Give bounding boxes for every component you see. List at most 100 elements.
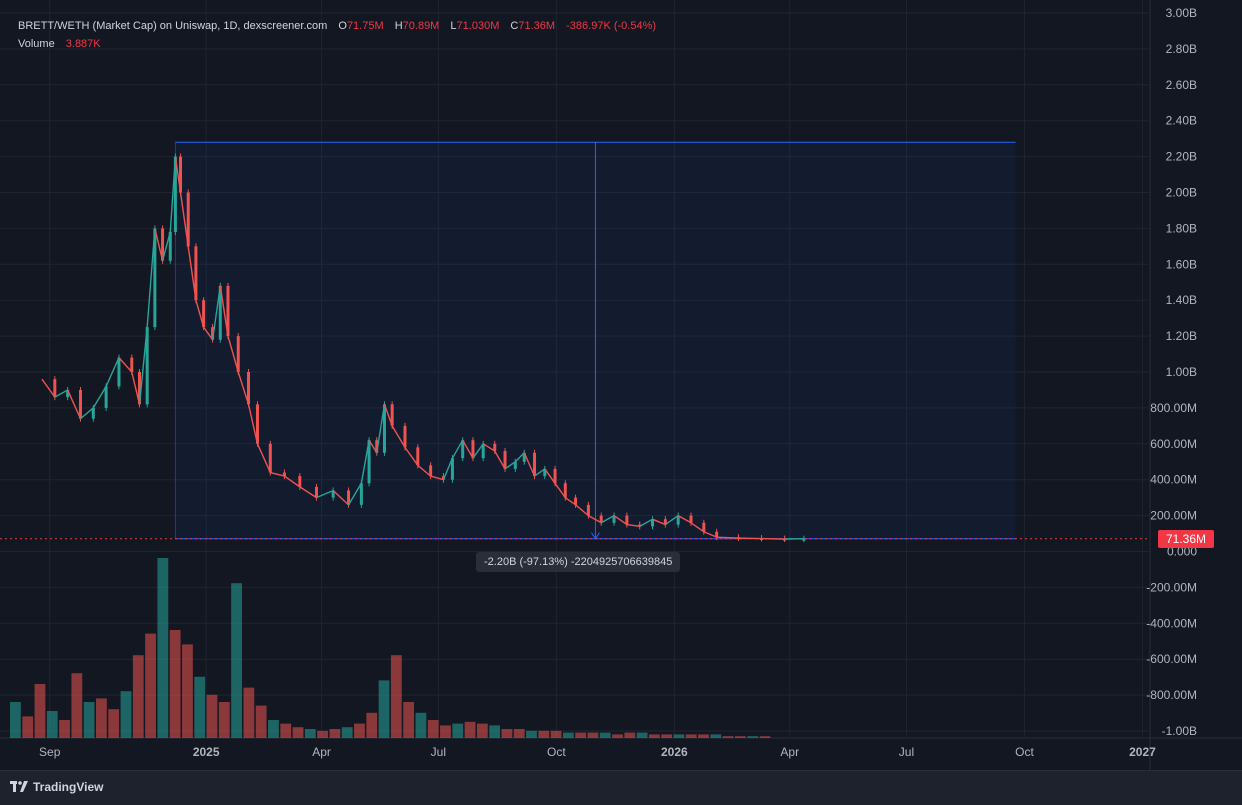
candle-body [92,408,95,419]
chart-area[interactable]: 3.00B2.80B2.60B2.40B2.20B2.00B1.80B1.60B… [0,0,1242,770]
candle-body [256,404,259,443]
candle-body [514,462,517,469]
low-value: 71.030M [457,20,500,32]
candle-body [187,193,190,247]
x-tick-label: Apr [312,745,331,759]
candle-body [403,426,406,448]
tradingview-logo[interactable]: TradingView [10,780,103,794]
candle-body [360,483,363,505]
volume-bar [317,731,328,738]
y-tick-label: 1.20B [1166,329,1197,343]
y-tick-label: 1.40B [1166,293,1197,307]
candle-body [482,444,485,458]
volume-bar [452,724,463,738]
y-tick-label: 3.00B [1166,6,1197,20]
y-tick-label: 1.80B [1166,221,1197,235]
y-tick-label: 600.00M [1150,437,1197,451]
candle-body [702,523,705,532]
candle-body [226,286,229,336]
volume-bar [354,724,365,738]
volume-bar [293,727,304,738]
volume-bar [108,709,119,738]
volume-bar [403,702,414,738]
volume-bar [391,655,402,738]
x-tick-label: 2025 [193,745,220,759]
candle-body [315,487,318,498]
candle-body [429,465,432,476]
candle-body [554,469,557,483]
candle-body [237,336,240,372]
open-value: 71.75M [347,20,384,32]
candle-body [564,483,567,497]
y-tick-label: 200.00M [1150,509,1197,523]
volume-bar [723,736,734,738]
volume-bar [47,711,58,738]
volume-bar [612,734,623,738]
volume-bar [735,736,746,738]
y-tick-label: 400.00M [1150,473,1197,487]
volume-bar [342,727,353,738]
volume-bar [489,725,500,738]
volume-bar [575,733,586,738]
volume-bar [588,733,599,738]
x-tick-label: 2027 [1129,745,1156,759]
volume-bar [22,716,33,738]
volume-bar [231,583,242,738]
y-tick-label: 2.80B [1166,42,1197,56]
volume-bar [760,736,771,738]
open-label: O [338,20,347,32]
footer-bar: TradingView [0,770,1242,805]
volume-bar [170,630,181,738]
volume-bar [379,680,390,738]
tradingview-icon [10,781,28,793]
symbol-title: BRETT/WETH (Market Cap) on Uniswap, 1D, … [18,20,327,32]
candle-body [625,516,628,525]
candle-body [202,300,205,327]
volume-bar [157,558,168,738]
tradingview-brand: TradingView [33,780,103,794]
volume-bar [747,736,758,738]
volume-bar [329,729,340,738]
measure-tool[interactable] [175,142,1015,538]
y-tick-label: 1.00B [1166,365,1197,379]
volume-bar [710,734,721,738]
y-tick-label: 800.00M [1150,401,1197,415]
volume-bar [624,733,635,738]
volume-bar [305,729,316,738]
volume-bar [649,734,660,738]
volume-bar [538,731,549,738]
candle-body [169,232,172,261]
volume-bar [465,722,476,738]
y-axis[interactable]: 3.00B2.80B2.60B2.40B2.20B2.00B1.80B1.60B… [1146,6,1197,738]
volume-bar [698,734,709,738]
volume-bar [268,720,279,738]
y-tick-label: 2.00B [1166,186,1197,200]
candle-body [368,440,371,483]
y-tick-label: 2.20B [1166,150,1197,164]
y-tick-label: -400.00M [1146,616,1197,630]
volume-bar [194,677,205,738]
candle-body [130,358,133,372]
volume-bar [514,729,525,738]
x-tick-label: Jul [431,745,446,759]
volume-bar [84,702,95,738]
y-tick-label: 1.60B [1166,257,1197,271]
volume-bar [59,720,70,738]
price-segment [738,538,761,539]
x-tick-label: Jul [899,745,914,759]
volume-bar [674,734,685,738]
x-tick-label: Apr [780,745,799,759]
candle-body [690,516,693,523]
candle-body [471,440,474,458]
last-price-badge: 71.36M [1158,530,1214,548]
candle-body [247,372,250,404]
candle-body [53,379,56,397]
volume-bar [502,729,513,738]
candle-body [105,386,108,408]
candle-body [194,246,197,300]
candle-body [451,458,454,480]
volume-bar [182,644,193,738]
candle-body [587,505,590,516]
y-tick-label: 2.60B [1166,78,1197,92]
